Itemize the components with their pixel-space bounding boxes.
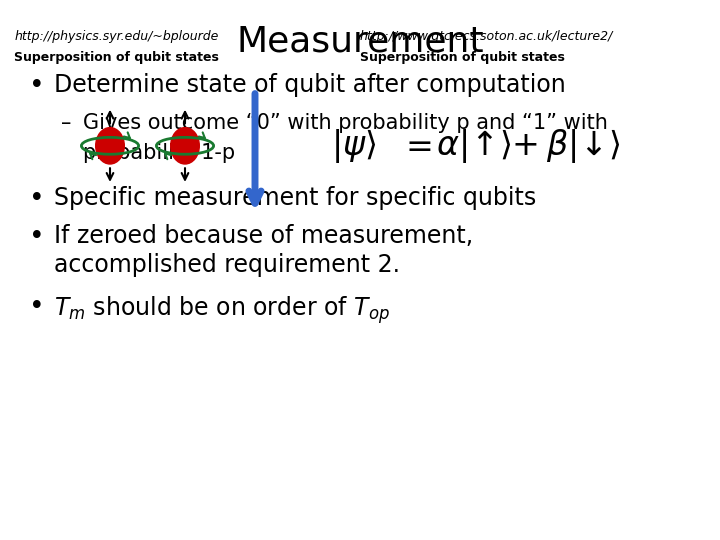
Text: •: • xyxy=(29,186,45,212)
Text: Gives outcome “0” with probability p and “1” with: Gives outcome “0” with probability p and… xyxy=(83,113,608,133)
Text: If zeroed because of measurement,: If zeroed because of measurement, xyxy=(54,224,473,248)
Text: –: – xyxy=(61,113,71,133)
Text: $+$: $+$ xyxy=(511,129,538,163)
Text: probability 1-p: probability 1-p xyxy=(83,143,235,163)
Text: Determine state of qubit after computation: Determine state of qubit after computati… xyxy=(54,73,566,97)
Text: Superposition of qubit states: Superposition of qubit states xyxy=(14,51,220,64)
Text: Specific measurement for specific qubits: Specific measurement for specific qubits xyxy=(54,186,536,210)
Text: http://physics.syr.edu/~bplourde: http://physics.syr.edu/~bplourde xyxy=(14,30,219,43)
Text: accomplished requirement 2.: accomplished requirement 2. xyxy=(54,253,400,276)
Text: http://www.qtc.ecs.soton.ac.uk/lecture2/: http://www.qtc.ecs.soton.ac.uk/lecture2/ xyxy=(360,30,613,43)
Text: •: • xyxy=(29,294,45,320)
Text: $|\psi\rangle$: $|\psi\rangle$ xyxy=(331,127,377,165)
Text: •: • xyxy=(29,224,45,250)
Text: Measurement: Measurement xyxy=(236,24,484,58)
Ellipse shape xyxy=(96,127,125,164)
Text: $\alpha|\!\uparrow\!\rangle$: $\alpha|\!\uparrow\!\rangle$ xyxy=(436,127,512,165)
Text: $\beta|\!\downarrow\!\rangle$: $\beta|\!\downarrow\!\rangle$ xyxy=(546,127,621,165)
Text: $=$: $=$ xyxy=(399,129,432,163)
Ellipse shape xyxy=(171,127,199,164)
Text: Superposition of qubit states: Superposition of qubit states xyxy=(360,51,565,64)
Text: •: • xyxy=(29,73,45,99)
Text: $T_m$ should be on order of $T_{op}$: $T_m$ should be on order of $T_{op}$ xyxy=(54,294,390,326)
